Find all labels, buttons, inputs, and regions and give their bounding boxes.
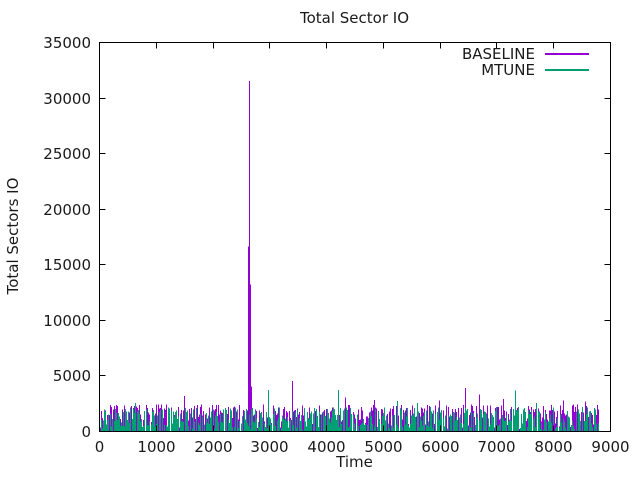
svg-text:5000: 5000 bbox=[53, 367, 91, 385]
svg-text:5000: 5000 bbox=[364, 438, 402, 456]
svg-text:8000: 8000 bbox=[534, 438, 572, 456]
svg-text:4000: 4000 bbox=[307, 438, 345, 456]
legend-entry-baseline: BASELINE bbox=[451, 46, 589, 62]
svg-text:0: 0 bbox=[95, 438, 105, 456]
legend-line-baseline-icon bbox=[545, 53, 589, 55]
x-axis-label: Time bbox=[336, 453, 373, 471]
legend-label-baseline: BASELINE bbox=[461, 45, 535, 63]
legend-label-mtune: MTUNE bbox=[481, 61, 535, 79]
y-axis-label: Total Sectors IO bbox=[4, 177, 22, 295]
svg-text:2000: 2000 bbox=[194, 438, 232, 456]
svg-text:10000: 10000 bbox=[43, 312, 91, 330]
svg-text:9000: 9000 bbox=[591, 438, 629, 456]
legend: BASELINE MTUNE bbox=[451, 46, 589, 78]
chart-title: Total Sector IO bbox=[299, 9, 410, 27]
svg-text:25000: 25000 bbox=[43, 145, 91, 163]
svg-text:35000: 35000 bbox=[43, 34, 91, 52]
legend-entry-mtune: MTUNE bbox=[451, 62, 589, 78]
svg-text:7000: 7000 bbox=[477, 438, 515, 456]
svg-text:0: 0 bbox=[81, 423, 91, 441]
svg-text:6000: 6000 bbox=[421, 438, 459, 456]
svg-text:20000: 20000 bbox=[43, 201, 91, 219]
legend-line-mtune-icon bbox=[545, 69, 589, 71]
svg-text:3000: 3000 bbox=[250, 438, 288, 456]
svg-text:30000: 30000 bbox=[43, 90, 91, 108]
svg-text:15000: 15000 bbox=[43, 256, 91, 274]
svg-text:1000: 1000 bbox=[137, 438, 175, 456]
